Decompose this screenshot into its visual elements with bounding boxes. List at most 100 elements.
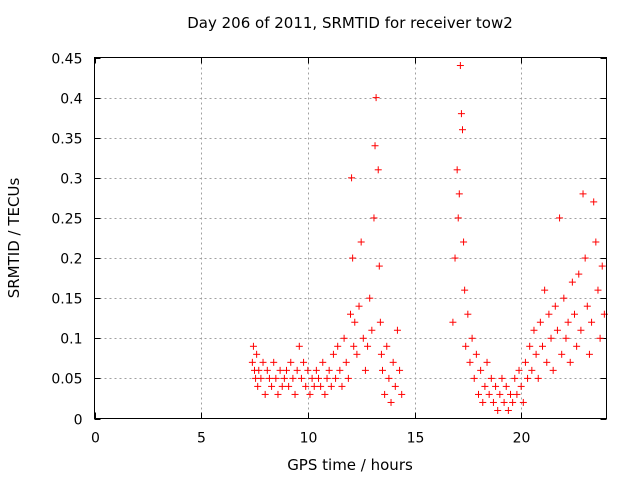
data-point [371,142,379,150]
data-point [539,342,546,350]
data-point [276,366,284,374]
data-point [283,366,290,374]
data-point [573,342,581,350]
data-point [455,190,463,198]
data-point [249,342,257,350]
data-point [368,326,376,334]
data-point [366,294,374,302]
data-point [524,374,532,382]
data-point [596,334,604,342]
data-point [389,358,397,366]
data-point [396,366,404,374]
data-point [306,390,314,398]
data-point [319,358,327,366]
data-point [583,302,591,310]
data-point [327,382,335,390]
data-point [509,398,517,406]
data-point [564,318,572,326]
data-point [344,374,352,382]
data-point [485,390,493,398]
data-point [278,382,286,390]
data-point [496,390,504,398]
data-point [453,166,461,174]
data-point [598,262,606,270]
data-point [297,374,305,382]
y-tick-label: 0.2 [60,252,82,268]
y-tick-label: 0.1 [60,332,82,348]
x-tick-label: 15 [407,431,425,447]
data-point [547,334,555,342]
data-point [353,350,361,358]
data-point [272,374,280,382]
data-point [528,366,536,374]
data-point [291,390,299,398]
x-tick-label: 20 [513,431,531,447]
data-point [351,318,359,326]
data-point [592,238,600,246]
data-point [487,374,495,382]
data-point [310,382,318,390]
data-point [549,366,557,374]
data-point [459,126,466,134]
data-point [268,382,276,390]
chart-title: Day 206 of 2011, SRMTID for receiver tow… [187,14,513,32]
data-point [347,310,354,318]
data-point [449,318,457,326]
data-point [259,358,267,366]
data-point [376,318,384,326]
data-point [334,342,342,350]
data-point [325,366,333,374]
y-tick-label: 0.25 [51,212,82,228]
data-point [558,350,566,358]
data-point [502,382,510,390]
data-point [581,254,589,262]
data-point [515,366,523,374]
data-point [577,326,585,334]
data-point [566,358,574,366]
data-point [308,374,316,382]
y-tick-label: 0 [74,413,83,429]
data-point [274,390,282,398]
data-point [562,334,570,342]
data-point [466,358,474,366]
data-point [575,270,583,278]
data-point [350,342,358,350]
data-point [391,382,399,390]
data-point [270,358,278,366]
data-point [379,366,386,374]
data-point [357,238,365,246]
data-point [348,174,356,182]
data-point [312,366,320,374]
data-point [513,390,521,398]
data-point [534,374,542,382]
data-point [551,302,559,310]
data-point [456,62,464,70]
data-point [543,358,551,366]
data-point [489,398,497,406]
data-point [342,358,350,366]
plot-frame [94,57,607,419]
data-point [541,286,549,294]
data-point [536,318,544,326]
data-point [323,374,331,382]
data-point [340,334,348,342]
y-tick-label: 0.3 [60,172,82,188]
data-point [257,374,265,382]
y-tick-label: 0.05 [51,372,82,388]
data-point [594,286,602,294]
data-point [492,382,500,390]
y-tick-label: 0.35 [51,132,82,148]
data-point [588,318,596,326]
data-point [477,366,485,374]
data-point [329,350,337,358]
data-point [460,238,468,246]
data-point [304,366,312,374]
data-point [553,326,561,334]
data-point [359,334,367,342]
data-point [361,366,369,374]
data-point [349,254,357,262]
data-point [254,382,262,390]
data-point [315,374,322,382]
data-point [287,358,295,366]
